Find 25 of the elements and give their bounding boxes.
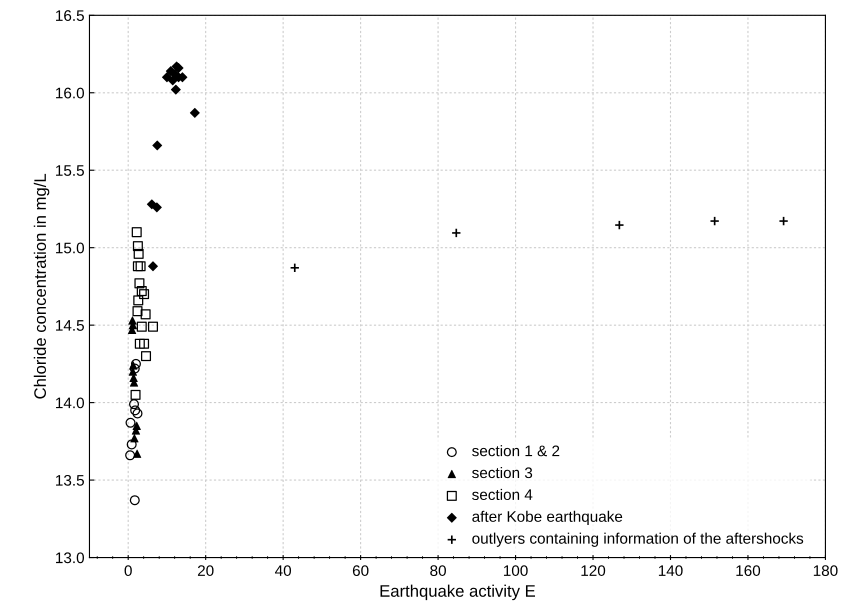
legend-label: section 3 [472, 466, 532, 478]
x-tick-label: 140 [658, 565, 683, 576]
y-tick-label: 13.0 [56, 552, 84, 564]
x-tick-label: 0 [124, 565, 132, 576]
legend-label: outlyers containing information of the aftershocks [472, 532, 804, 547]
y-tick-label: 14.0 [56, 397, 84, 408]
y-tick-label: 15.5 [56, 165, 84, 176]
x-tick-label: 20 [198, 565, 214, 576]
x-axis-title: Earthquake activity E [380, 584, 536, 600]
y-tick-label: 16.5 [56, 10, 84, 21]
x-tick-label: 80 [430, 565, 446, 576]
x-tick-label: 100 [504, 565, 528, 576]
x-tick-label: 40 [274, 565, 292, 576]
x-tick-label: 60 [352, 565, 369, 576]
legend-label: after Kobe earthquake [472, 510, 622, 525]
y-axis-title: Chloride concentration in mg/L [34, 174, 50, 399]
y-tick-label: 14.5 [56, 320, 84, 331]
y-tick-label: 15.0 [56, 242, 84, 254]
legend-label: section 1 & 2 [472, 445, 560, 456]
y-tick-label: 16.0 [56, 88, 84, 98]
x-tick-label: 120 [581, 565, 606, 576]
legend-label: section 4 [472, 488, 532, 500]
x-tick-label: 180 [814, 565, 838, 576]
x-tick-label: 160 [736, 565, 760, 576]
y-tick-label: 13.5 [56, 474, 84, 486]
